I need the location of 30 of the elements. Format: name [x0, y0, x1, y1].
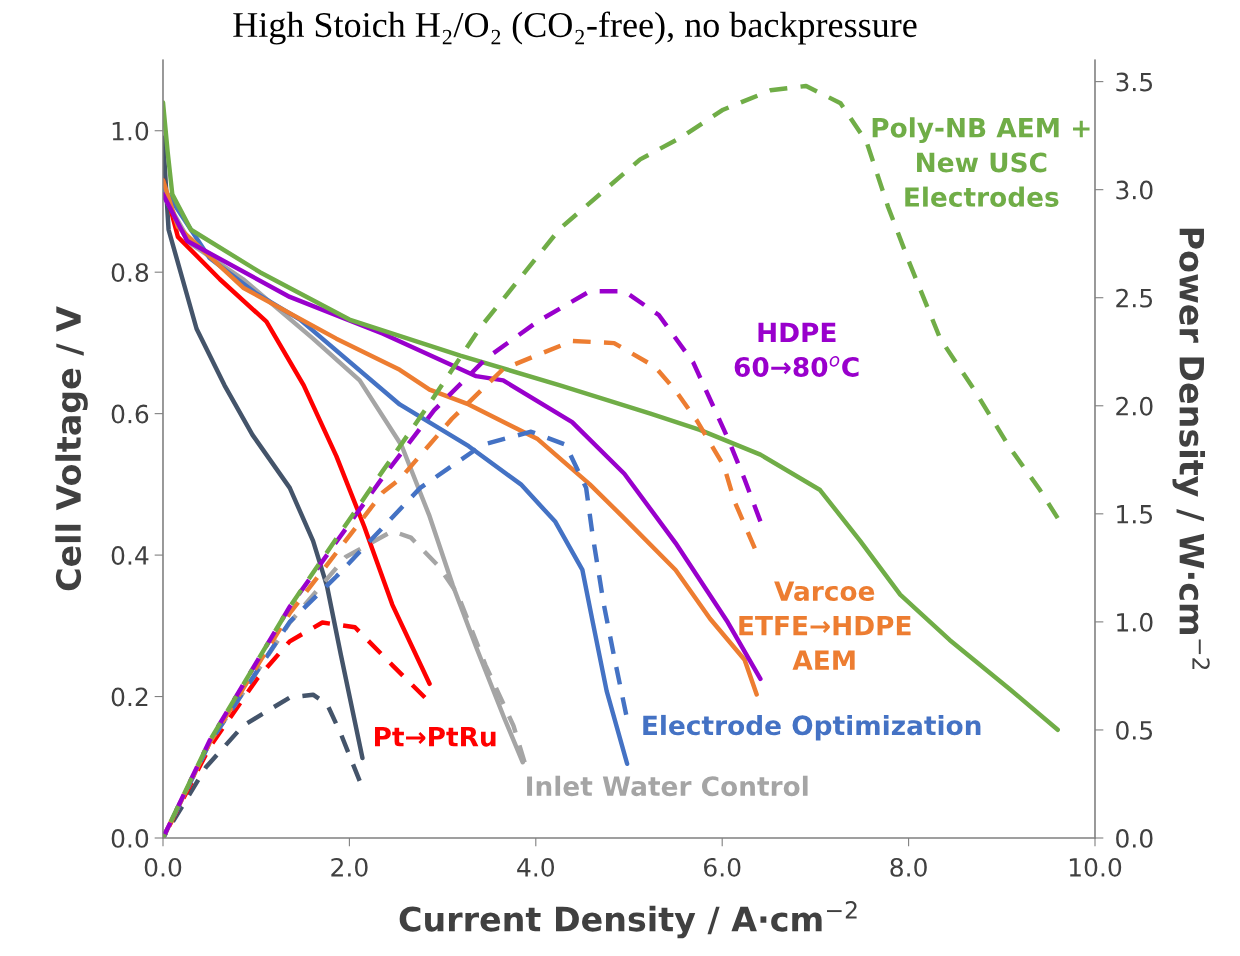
- x-tick-label: 10.0: [1069, 857, 1122, 877]
- x-tick-label: 4.0: [517, 857, 555, 877]
- y-tick-label: 0.8: [111, 263, 149, 283]
- x-tick-label: 6.0: [704, 857, 741, 877]
- x-tick-label: 8.0: [890, 857, 927, 877]
- y-axis-title: Cell Voltage / V: [55, 306, 88, 591]
- text: HDPE 60→80$^{o}$C: [734, 322, 859, 377]
- x-axis-title: Current Density / A·cm$^{−2}$: [399, 901, 857, 939]
- text: Pt→PtRu: [375, 727, 496, 747]
- y2-tick-label: 1.5: [1117, 505, 1153, 524]
- y-tick-label: 0.6: [111, 404, 149, 424]
- y2-axis-title: Power Density / W·cm$^{−2}$: [1172, 228, 1210, 670]
- y2-tick-label: 2.5: [1116, 288, 1153, 308]
- series-label: Inlet Water Control: [527, 775, 808, 797]
- x-tick-label: 0.0: [144, 857, 182, 877]
- y-tick-label: 0.0: [111, 828, 149, 848]
- y2-tick-label: 0.0: [1116, 828, 1153, 848]
- y-tick-label: 0.2: [111, 687, 148, 707]
- y2-tick-label: 3.0: [1116, 180, 1153, 200]
- y2-tick-label: 2.0: [1116, 396, 1153, 416]
- y-tick-label: 0.4: [111, 546, 149, 565]
- text: Poly-NB AEM + New USC Electrodes: [872, 117, 1090, 207]
- series-label: Electrode Optimization: [643, 714, 981, 741]
- y2-tick-label: 3.5: [1116, 72, 1153, 92]
- y2-tick-label: 1.0: [1117, 612, 1153, 632]
- y2-tick-label: 0.5: [1116, 720, 1153, 740]
- y-tick-label: 1.0: [112, 121, 149, 141]
- series-label: Varcoe ETFE→HDPE AEM: [739, 581, 911, 670]
- x-tick-label: 2.0: [331, 857, 368, 877]
- chart-title: High Stoich H₂/O₂ (CO₂-free), no backpressure: [233, 11, 917, 45]
